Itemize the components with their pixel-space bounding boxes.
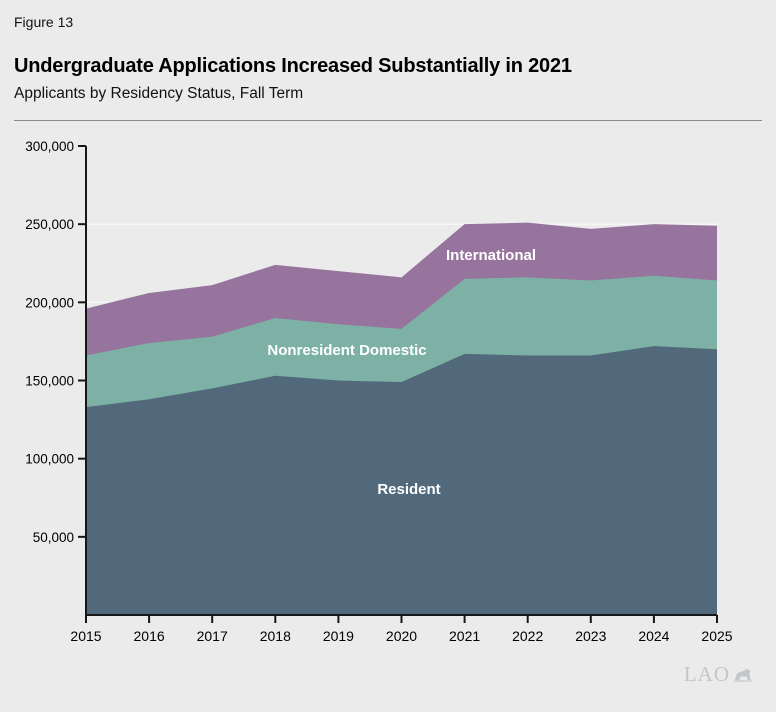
- y-tick-label: 50,000: [33, 530, 74, 545]
- bear-icon: [734, 668, 752, 682]
- x-tick-label: 2017: [197, 628, 228, 644]
- y-tick-label: 250,000: [25, 217, 74, 232]
- lao-logo: LAO: [684, 662, 754, 687]
- area-resident: [86, 346, 717, 615]
- y-tick-label: 200,000: [25, 295, 74, 310]
- x-tick-label: 2021: [449, 628, 480, 644]
- chart-title: Undergraduate Applications Increased Sub…: [14, 55, 572, 77]
- x-tick-label: 2016: [134, 628, 165, 644]
- series-label-international: International: [446, 247, 536, 264]
- y-tick-label: 300,000: [25, 139, 74, 154]
- x-tick-label: 2025: [701, 628, 732, 644]
- figure-number: Figure 13: [14, 14, 74, 30]
- y-tick-label: 150,000: [25, 374, 74, 389]
- series-label-nonresident-domestic: Nonresident Domestic: [267, 342, 426, 359]
- series-label-resident: Resident: [377, 481, 440, 498]
- x-tick-label: 2015: [70, 628, 101, 644]
- x-tick-label: 2024: [638, 628, 669, 644]
- x-tick-label: 2019: [323, 628, 354, 644]
- header-divider: [14, 120, 762, 121]
- chart-area: 50,000 100,000 150,000 200,000 250,000 300,00…: [0, 130, 776, 660]
- x-tick-label: 2022: [512, 628, 543, 644]
- x-tick-label: 2020: [386, 628, 417, 644]
- x-tick-label: 2018: [260, 628, 291, 644]
- stacked-area-chart: 50,000 100,000 150,000 200,000 250,000 300,00…: [25, 139, 733, 644]
- figure-header: Figure 13 Undergraduate Applications Inc…: [14, 0, 762, 103]
- lao-logo-text: LAO: [683, 662, 730, 686]
- y-tick-label: 100,000: [25, 452, 74, 467]
- x-tick-label: 2023: [575, 628, 606, 644]
- chart-subtitle: Applicants by Residency Status, Fall Ter…: [14, 85, 304, 102]
